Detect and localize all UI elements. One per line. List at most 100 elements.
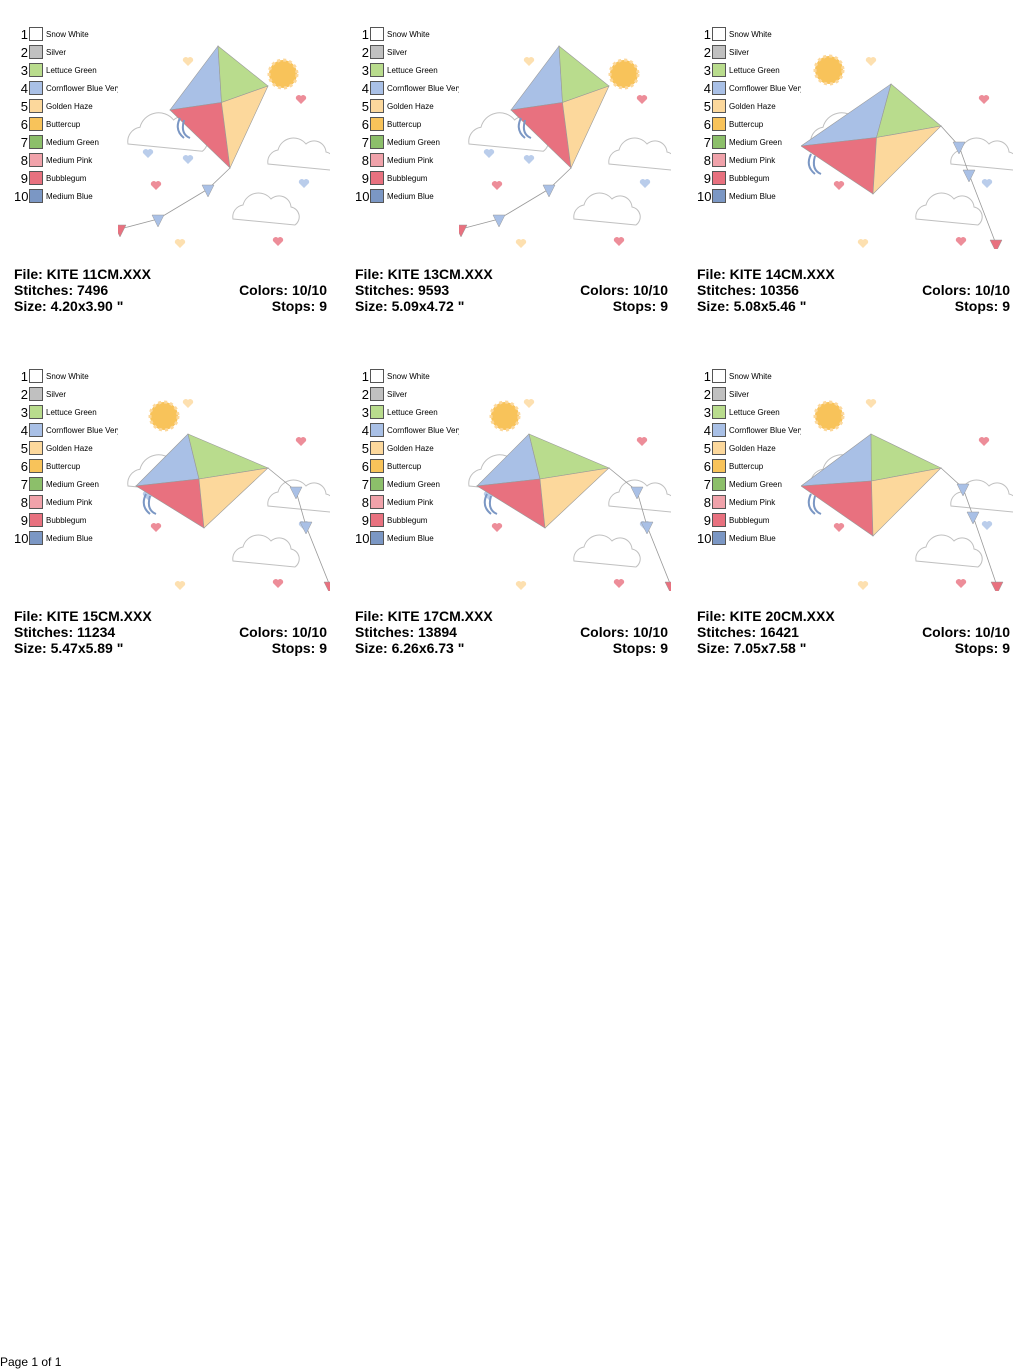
sun [489, 400, 521, 432]
kite-panel [562, 85, 610, 170]
heart [636, 437, 648, 446]
color-swatch [370, 495, 384, 509]
design-colors: Colors: 10/10 [922, 282, 1010, 298]
heart [981, 521, 993, 530]
color-name: Medium Green [387, 479, 440, 489]
color-swatch [29, 135, 43, 149]
cloud [232, 192, 300, 226]
design-stitches: Stitches: 13894 [355, 624, 457, 640]
kite-illustration [459, 45, 671, 248]
color-number: 9 [361, 170, 369, 186]
color-name: Snow White [729, 29, 772, 39]
color-swatch [370, 153, 384, 167]
color-number: 5 [703, 440, 711, 456]
color-name: Medium Blue [729, 533, 776, 543]
sun [813, 54, 845, 86]
heart [523, 155, 535, 164]
color-row: 7 Medium Green [697, 133, 801, 151]
heart [515, 239, 527, 248]
kite-ribbon [807, 493, 822, 515]
design-colors: Colors: 10/10 [922, 624, 1010, 640]
cloud [573, 192, 641, 226]
color-swatch [29, 99, 43, 113]
color-row: 7 Medium Green [14, 133, 118, 151]
design-size: Size: 4.20x3.90 " [14, 298, 124, 314]
color-name: Medium Blue [387, 533, 434, 543]
color-name: Cornflower Blue Very [46, 83, 118, 93]
color-name: Bubblegum [729, 173, 770, 183]
color-row: 8 Medium Pink [355, 493, 459, 511]
color-number: 2 [20, 44, 28, 60]
design-size: Size: 7.05x7.58 " [697, 640, 807, 656]
tail-bow [323, 581, 330, 591]
heart [636, 95, 648, 104]
design-colors: Colors: 10/10 [239, 282, 327, 298]
color-row: 1 Snow White [14, 367, 118, 385]
cloud [267, 137, 330, 171]
design-stops: Stops: 9 [612, 640, 668, 656]
color-swatch [712, 45, 726, 59]
heart [833, 181, 845, 190]
color-swatch [29, 387, 43, 401]
color-number: 2 [703, 44, 711, 60]
color-swatch [370, 99, 384, 113]
color-name: Golden Haze [46, 443, 93, 453]
heart [491, 181, 503, 190]
design-card: 1 Snow White 2 Silver 3 Lettuce Green 4 Cornflo… [697, 22, 1013, 314]
color-name: Lettuce Green [387, 407, 438, 417]
kite-string [940, 125, 997, 245]
color-name: Buttercup [46, 119, 81, 129]
color-number: 6 [20, 458, 28, 474]
design-size: Size: 5.09x4.72 " [355, 298, 465, 314]
color-number: 1 [20, 368, 28, 384]
color-number: 9 [20, 170, 28, 186]
color-number: 2 [20, 386, 28, 402]
color-name: Cornflower Blue Very [387, 425, 459, 435]
color-row: 6 Buttercup [355, 115, 459, 133]
color-swatch [29, 45, 43, 59]
color-name: Silver [387, 389, 408, 399]
color-row: 10 Medium Blue [14, 529, 118, 547]
heart [857, 581, 869, 590]
color-row: 3 Lettuce Green [355, 403, 459, 421]
color-swatch [29, 513, 43, 527]
color-name: Silver [729, 47, 750, 57]
color-number: 9 [703, 512, 711, 528]
color-row: 5 Golden Haze [14, 439, 118, 457]
heart [955, 579, 967, 588]
color-swatch [370, 63, 384, 77]
color-number: 4 [703, 422, 711, 438]
color-name: Buttercup [729, 119, 764, 129]
color-number: 6 [703, 458, 711, 474]
color-swatch [712, 189, 726, 203]
color-number: 7 [361, 476, 369, 492]
color-number: 8 [20, 494, 28, 510]
color-row: 3 Lettuce Green [355, 61, 459, 79]
color-name: Bubblegum [729, 515, 770, 525]
color-name: Medium Green [729, 479, 782, 489]
heart [857, 239, 869, 248]
color-name: Golden Haze [387, 101, 434, 111]
heart [865, 57, 877, 66]
heart [298, 179, 310, 188]
color-row: 3 Lettuce Green [14, 403, 118, 421]
cloud [608, 137, 671, 171]
color-number: 10 [14, 188, 29, 204]
color-name: Bubblegum [46, 515, 87, 525]
color-swatch [712, 405, 726, 419]
cloud [915, 534, 983, 568]
color-row: 6 Buttercup [14, 457, 118, 475]
design-size: Size: 5.47x5.89 " [14, 640, 124, 656]
kite-panel [476, 478, 546, 529]
design-stitches: Stitches: 10356 [697, 282, 799, 298]
color-number: 3 [361, 404, 369, 420]
color-row: 5 Golden Haze [14, 97, 118, 115]
design-file: File: KITE 15CM.XXX [14, 608, 152, 624]
color-row: 2 Silver [14, 43, 118, 61]
heart [142, 149, 154, 158]
color-number: 3 [703, 62, 711, 78]
design-stops: Stops: 9 [612, 298, 668, 314]
tail-bow [459, 224, 468, 238]
color-number: 6 [703, 116, 711, 132]
kite-ribbon [483, 493, 498, 515]
